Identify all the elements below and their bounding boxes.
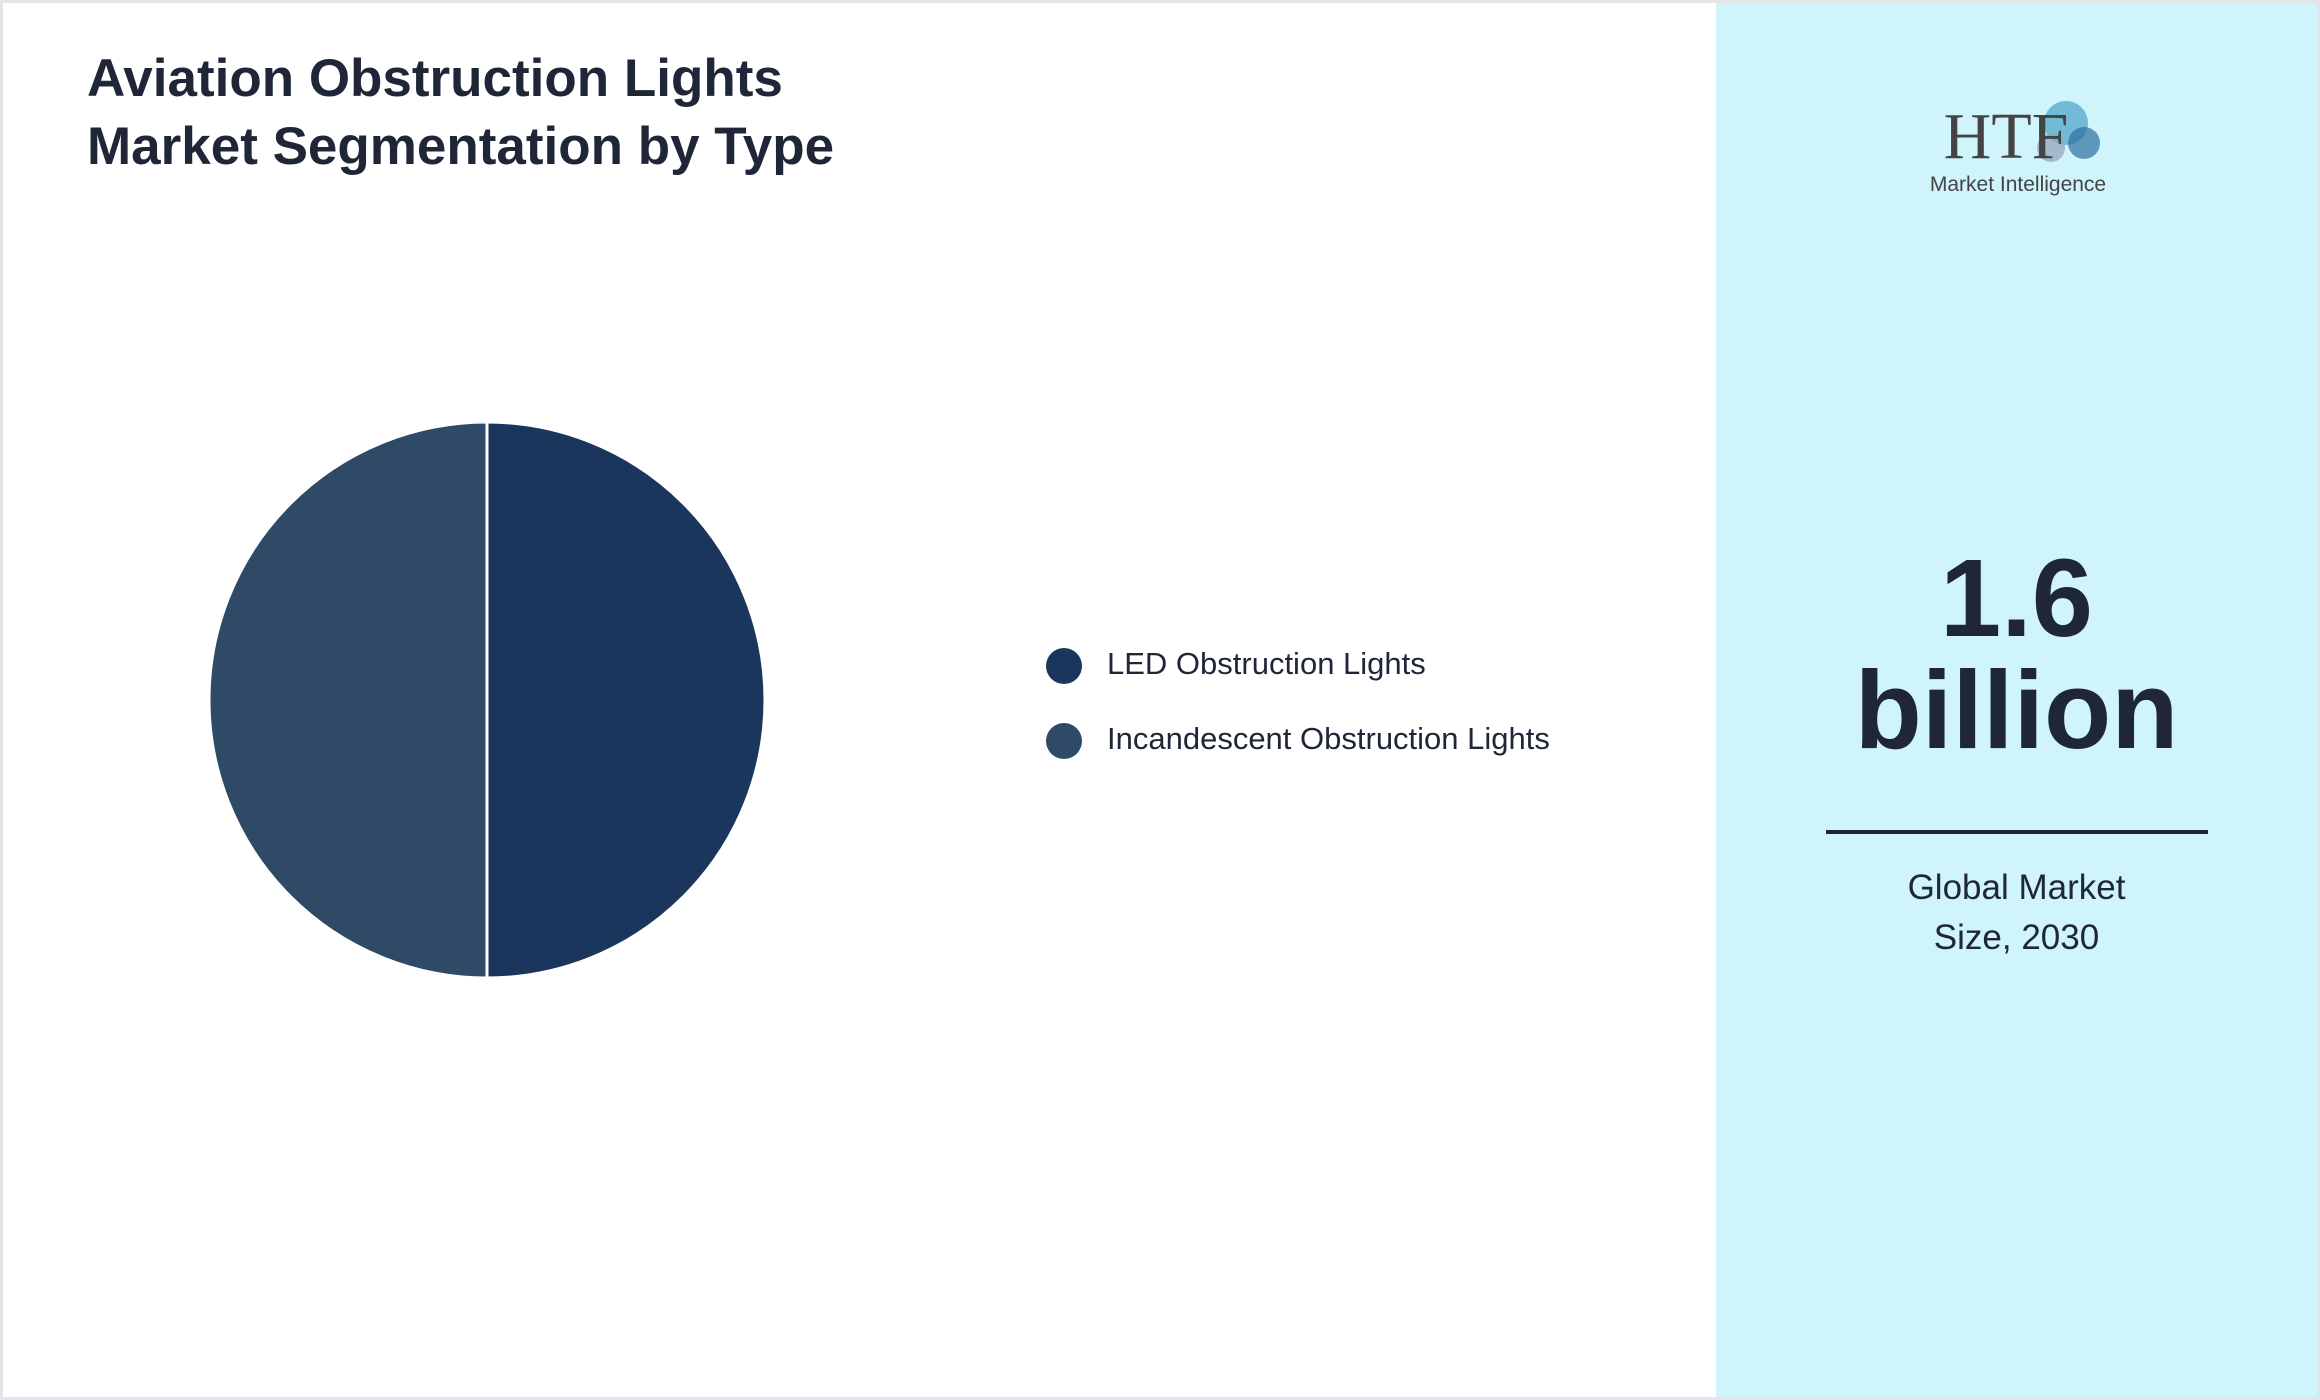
market-size: 1.6 billion [1854, 537, 2179, 772]
sidebar: HTF Market Intelligence 1.6 billion Glob… [1716, 3, 2317, 1397]
logo: HTF Market Intelligence [1930, 100, 2106, 196]
pie-slice [207, 420, 489, 980]
divider [1826, 830, 2208, 834]
logo-swirl [2068, 127, 2100, 159]
chart: LED Obstruction Lights Incandescent Obstr… [207, 420, 1550, 980]
legend-label: LED Obstruction Lights [1107, 646, 1426, 681]
pie-slice [485, 420, 767, 980]
market-size-caption: Global Market Size, 2030 [1907, 868, 2126, 957]
legend-marker [1046, 648, 1082, 684]
logo-text: HTF [1944, 100, 2069, 173]
logo-subtext: Market Intelligence [1930, 173, 2106, 196]
legend-marker [1046, 723, 1082, 759]
chart-title: Aviation Obstruction Lights Market Segme… [87, 49, 835, 176]
logo-swirl [2037, 134, 2065, 162]
legend-label: Incandescent Obstruction Lights [1107, 721, 1550, 756]
